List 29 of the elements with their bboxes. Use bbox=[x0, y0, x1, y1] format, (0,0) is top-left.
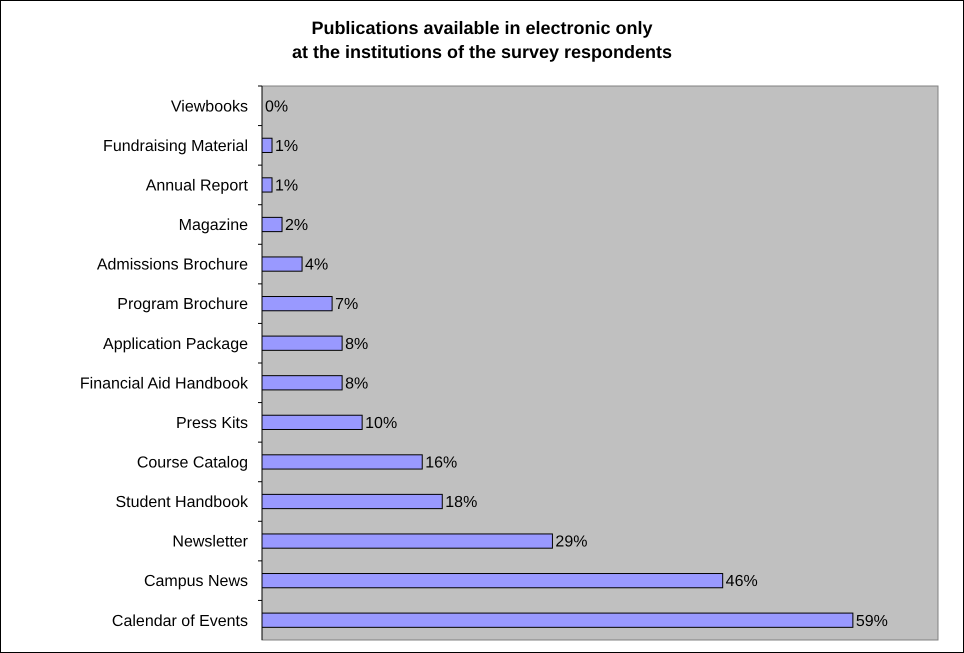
y-tick-label: Student Handbook bbox=[115, 494, 249, 512]
y-tick-label: Calendar of Events bbox=[112, 612, 248, 630]
data-label: 46% bbox=[726, 573, 758, 590]
data-label: 59% bbox=[856, 612, 888, 630]
y-tick-label: Campus News bbox=[144, 573, 248, 590]
y-tick-label: Admissions Brochure bbox=[96, 256, 248, 274]
y-tick-label: Press Kits bbox=[176, 414, 248, 432]
data-label: 1% bbox=[275, 138, 298, 155]
chart-title: Publications available in electronic only at the institutions of the survey respondents bbox=[292, 18, 672, 62]
y-tick-label: Course Catalog bbox=[136, 454, 248, 472]
data-label: 8% bbox=[345, 375, 368, 392]
data-label: 1% bbox=[275, 178, 298, 195]
data-label: 10% bbox=[365, 414, 398, 432]
y-tick-label: Financial Aid Handbook bbox=[80, 375, 249, 392]
data-label: 29% bbox=[555, 534, 588, 551]
y-tick-label: Annual Report bbox=[146, 178, 249, 195]
data-label: 2% bbox=[285, 217, 308, 234]
data-label: 0% bbox=[265, 98, 288, 116]
y-tick-label: Viewbooks bbox=[170, 98, 248, 116]
data-label: 8% bbox=[345, 336, 368, 353]
y-tick-label: Application Package bbox=[103, 336, 248, 353]
y-tick-label: Program Brochure bbox=[117, 296, 248, 314]
data-label: 16% bbox=[425, 454, 458, 472]
y-tick-label: Fundraising Material bbox=[103, 138, 248, 155]
y-tick-label: Newsletter bbox=[172, 534, 249, 551]
data-label: 18% bbox=[445, 494, 478, 512]
data-label: 4% bbox=[305, 256, 328, 274]
y-tick-label: Magazine bbox=[178, 217, 248, 234]
data-label: 7% bbox=[335, 296, 358, 314]
